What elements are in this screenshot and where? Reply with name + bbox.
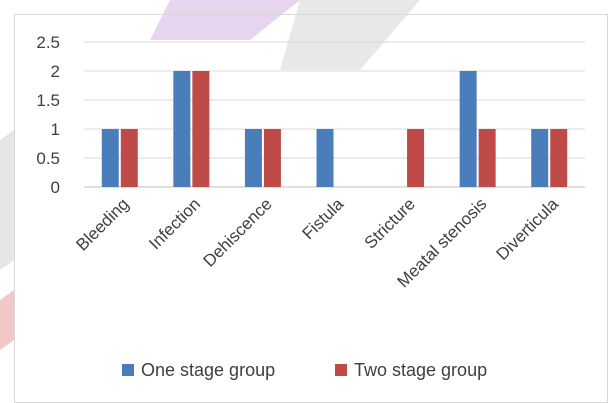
y-axis-ticks: 0 0.5 1 1.5 2 2.5 — [36, 33, 60, 197]
watermark-shape-gray — [280, 0, 420, 70]
bar-two-stage-infection — [192, 71, 210, 187]
watermark-shape-left — [0, 130, 14, 270]
bar-one-stage-diverticula — [531, 129, 549, 187]
bar-two-stage-diverticula — [550, 129, 568, 187]
bar-two-stage-meatal-stenosis — [478, 129, 496, 187]
bar-one-stage-bleeding — [101, 129, 119, 187]
gridlines — [84, 41, 585, 188]
category-label: Dehiscence — [200, 194, 276, 270]
category-label: Bleeding — [72, 194, 132, 254]
legend-label: Two stage group — [354, 360, 487, 380]
y-tick-label: 1 — [51, 120, 60, 139]
category-label: Infection — [145, 194, 204, 253]
y-tick-label: 2.5 — [36, 33, 60, 52]
bar-two-stage-stricture — [407, 129, 425, 187]
category-label: Stricture — [361, 194, 419, 252]
bar-two-stage-bleeding — [120, 129, 138, 187]
category-label: Diverticula — [492, 194, 562, 264]
y-tick-label: 0.5 — [36, 149, 60, 168]
bars — [101, 71, 568, 187]
bar-two-stage-dehiscence — [263, 129, 281, 187]
y-tick-label: 2 — [51, 62, 60, 81]
bar-one-stage-dehiscence — [244, 129, 262, 187]
legend-swatch — [335, 364, 347, 376]
watermark-shape-purple — [150, 0, 300, 40]
bar-one-stage-infection — [173, 71, 191, 187]
bar-one-stage-fistula — [316, 129, 334, 187]
legend-label: One stage group — [141, 360, 275, 380]
category-label: Fistula — [298, 194, 347, 243]
legend-swatch — [122, 364, 134, 376]
y-tick-label: 0 — [51, 178, 60, 197]
legend: One stage group Two stage group — [122, 360, 487, 380]
watermark-shape-red — [0, 290, 14, 350]
bar-one-stage-meatal-stenosis — [459, 71, 477, 187]
y-tick-label: 1.5 — [36, 91, 60, 110]
